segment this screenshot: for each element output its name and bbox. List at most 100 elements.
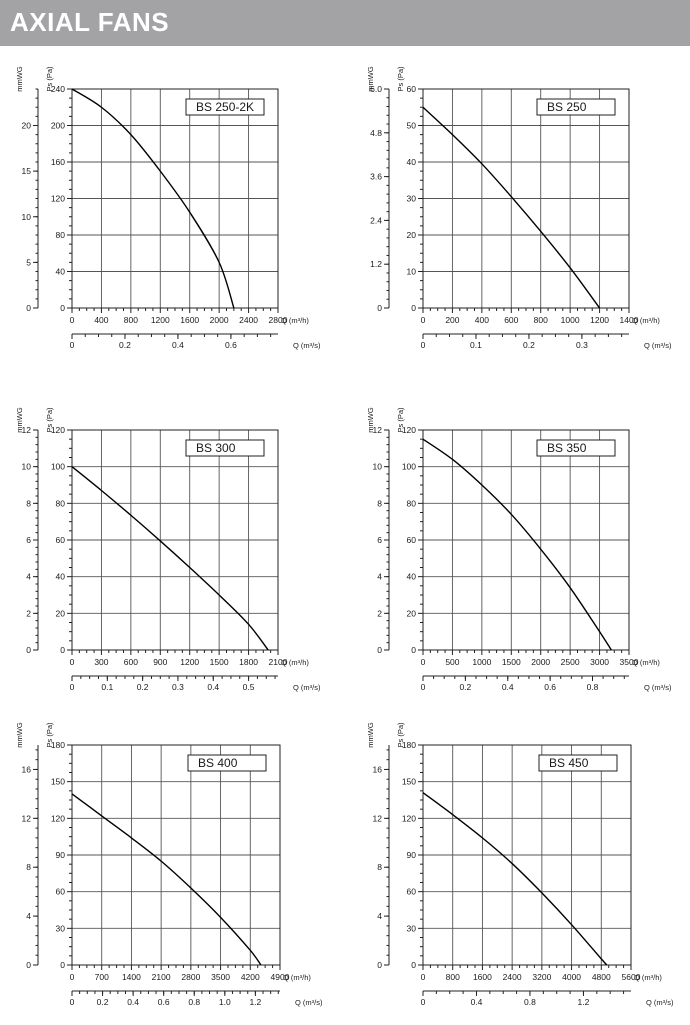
x-tick-label: 2500 bbox=[561, 657, 580, 667]
x-tick-label: 1200 bbox=[180, 657, 199, 667]
x-tick-label: 800 bbox=[446, 972, 460, 982]
x2-tick-label: 0 bbox=[70, 340, 75, 350]
x-tick-label: 0 bbox=[70, 657, 75, 667]
y-tick-label: 40 bbox=[56, 267, 66, 277]
x-tick-label: 1000 bbox=[472, 657, 491, 667]
x2-axis-label: Q (m³/s) bbox=[295, 998, 323, 1007]
x-tick-label: 0 bbox=[70, 972, 75, 982]
x2-tick-label: 0 bbox=[421, 682, 426, 692]
x-axis-label: Q (m³/h) bbox=[634, 973, 662, 982]
x-tick-label: 2400 bbox=[503, 972, 522, 982]
y2-tick-label: 4.8 bbox=[370, 128, 382, 138]
y2-tick-label: 3.6 bbox=[370, 172, 382, 182]
y2-axis-label: mmWG bbox=[366, 407, 375, 433]
y2-tick-label: 8 bbox=[26, 498, 31, 508]
y-tick-label: 80 bbox=[407, 498, 417, 508]
x-axis-label: Q (m³/h) bbox=[632, 316, 660, 325]
y-tick-label: 0 bbox=[411, 960, 416, 970]
model-label-box bbox=[187, 754, 267, 772]
x2-tick-label: 0.8 bbox=[587, 682, 599, 692]
y2-tick-label: 12 bbox=[22, 425, 32, 435]
x2-tick-label: 0 bbox=[421, 997, 426, 1007]
x2-axis-label: Q (m³/s) bbox=[293, 683, 321, 692]
x2-tick-label: 0.2 bbox=[119, 340, 131, 350]
y-tick-label: 20 bbox=[56, 608, 66, 618]
x-axis-label: Q (m³/h) bbox=[281, 316, 309, 325]
y2-tick-label: 0 bbox=[377, 960, 382, 970]
y2-tick-label: 10 bbox=[22, 462, 32, 472]
x-tick-label: 1500 bbox=[502, 657, 521, 667]
model-label: BS 450 bbox=[549, 756, 589, 770]
x-tick-label: 1500 bbox=[210, 657, 229, 667]
y-tick-label: 100 bbox=[402, 462, 416, 472]
x2-tick-label: 0.8 bbox=[188, 997, 200, 1007]
x-tick-label: 3500 bbox=[211, 972, 230, 982]
x2-tick-label: 0 bbox=[70, 682, 75, 692]
y-tick-label: 160 bbox=[51, 157, 65, 167]
y-tick-label: 40 bbox=[407, 157, 417, 167]
y2-tick-label: 12 bbox=[373, 813, 383, 823]
y-tick-label: 30 bbox=[407, 194, 417, 204]
y-axis-label: Ps (Pa) bbox=[396, 722, 405, 748]
x-tick-label: 1000 bbox=[561, 315, 580, 325]
x-tick-label: 3200 bbox=[532, 972, 551, 982]
y-tick-label: 240 bbox=[51, 84, 65, 94]
fan-curve-line bbox=[422, 792, 608, 966]
x2-tick-label: 0.4 bbox=[207, 682, 219, 692]
y-tick-label: 90 bbox=[407, 850, 417, 860]
x-tick-label: 2100 bbox=[152, 972, 171, 982]
y2-axis-label: mmWG bbox=[366, 66, 375, 92]
x-tick-label: 400 bbox=[475, 315, 489, 325]
x-tick-label: 4900 bbox=[271, 972, 290, 982]
x2-tick-label: 0 bbox=[421, 340, 426, 350]
x-tick-label: 600 bbox=[504, 315, 518, 325]
y2-tick-label: 4 bbox=[377, 572, 382, 582]
y2-tick-label: 12 bbox=[373, 425, 383, 435]
y2-tick-label: 0 bbox=[377, 303, 382, 313]
y2-tick-label: 2.4 bbox=[370, 215, 382, 225]
x-tick-label: 0 bbox=[70, 315, 75, 325]
y2-tick-label: 8 bbox=[26, 862, 31, 872]
y2-axis-label: mmWG bbox=[366, 722, 375, 748]
x2-tick-label: 0.1 bbox=[470, 340, 482, 350]
x-tick-label: 800 bbox=[124, 315, 138, 325]
fan-curve-line bbox=[422, 438, 612, 651]
x-tick-label: 1600 bbox=[180, 315, 199, 325]
y-tick-label: 120 bbox=[51, 194, 65, 204]
y2-tick-label: 12 bbox=[22, 813, 32, 823]
x-tick-label: 2400 bbox=[239, 315, 258, 325]
x-tick-label: 300 bbox=[94, 657, 108, 667]
y2-tick-label: 4 bbox=[377, 911, 382, 921]
fan-curve-line bbox=[71, 793, 262, 966]
model-label-box bbox=[185, 98, 265, 116]
y-tick-label: 100 bbox=[51, 462, 65, 472]
x-tick-label: 500 bbox=[445, 657, 459, 667]
x2-tick-label: 0.2 bbox=[523, 340, 535, 350]
x-tick-label: 0 bbox=[421, 657, 426, 667]
x-tick-label: 1600 bbox=[473, 972, 492, 982]
y-tick-label: 60 bbox=[56, 887, 66, 897]
y-tick-label: 60 bbox=[407, 887, 417, 897]
x-tick-label: 2100 bbox=[269, 657, 288, 667]
y-tick-label: 10 bbox=[407, 267, 417, 277]
x-tick-label: 4800 bbox=[592, 972, 611, 982]
y2-tick-label: 0 bbox=[377, 645, 382, 655]
y-tick-label: 200 bbox=[51, 121, 65, 131]
x2-tick-label: 0 bbox=[70, 997, 75, 1007]
model-label: BS 400 bbox=[198, 756, 238, 770]
x-tick-label: 4200 bbox=[241, 972, 260, 982]
x-tick-label: 2800 bbox=[181, 972, 200, 982]
model-label: BS 350 bbox=[547, 441, 587, 455]
x2-axis-label: Q (m³/s) bbox=[646, 998, 674, 1007]
model-label-box bbox=[536, 439, 616, 457]
x2-tick-label: 0.2 bbox=[459, 682, 471, 692]
y-tick-label: 60 bbox=[56, 535, 66, 545]
y-tick-label: 0 bbox=[60, 960, 65, 970]
model-label-box bbox=[185, 439, 265, 457]
y2-tick-label: 6 bbox=[26, 535, 31, 545]
y-tick-label: 120 bbox=[51, 425, 65, 435]
y-tick-label: 150 bbox=[51, 777, 65, 787]
